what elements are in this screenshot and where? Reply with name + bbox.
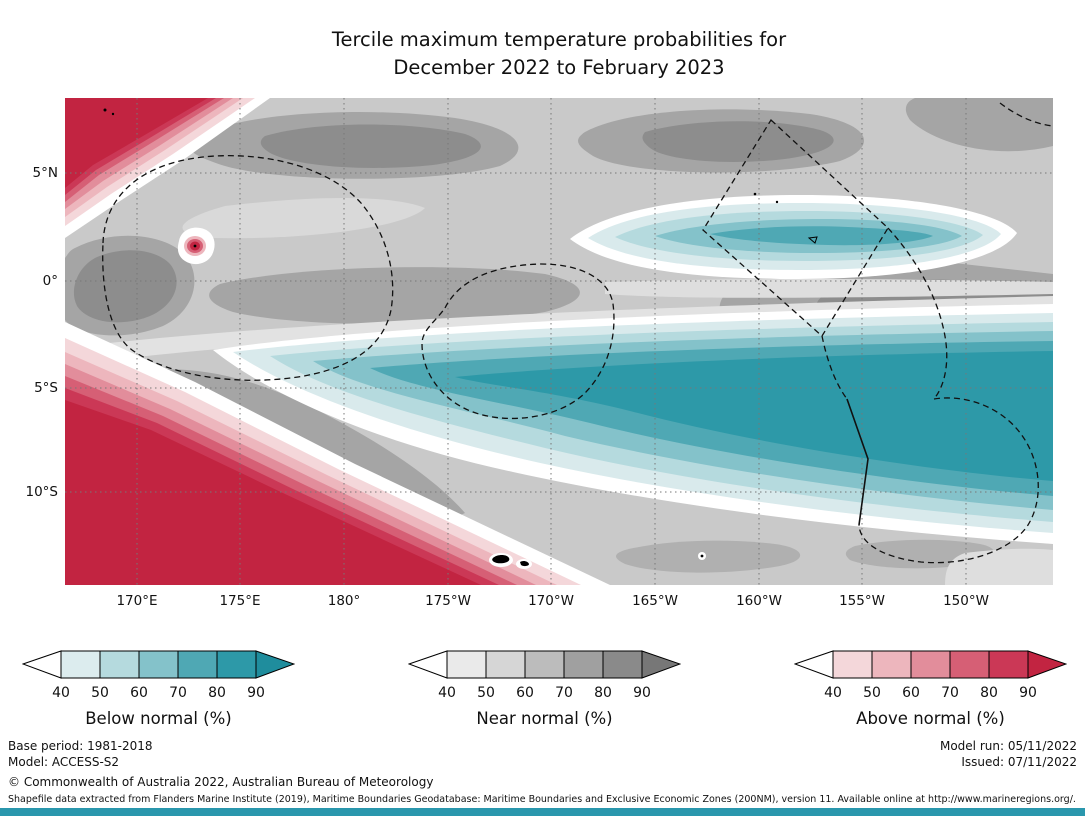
legend-colorbar-below — [21, 650, 296, 679]
lon-tick-170e: 170°E — [116, 593, 158, 609]
lat-tick-5s: 5°S — [34, 380, 58, 396]
legend-ticks-below: 40 50 60 70 80 90 — [22, 685, 295, 703]
lat-tick-5n: 5°N — [32, 165, 58, 181]
base-period-text: Base period: 1981-2018 — [8, 739, 153, 753]
copyright-text: © Commonwealth of Australia 2022, Austra… — [8, 775, 434, 789]
below-normal-south-band — [213, 304, 1053, 544]
lon-tick-170w: 170°W — [528, 593, 574, 609]
tick-label: 60 — [516, 685, 534, 701]
legend-near-normal: 40 50 60 70 80 90 Near normal (%) — [407, 650, 682, 728]
lat-tick-10s: 10°S — [25, 484, 59, 500]
tick-label: 40 — [438, 685, 456, 701]
lat-tick-0: 0° — [42, 273, 58, 289]
model-text: Model: ACCESS-S2 — [8, 754, 120, 769]
shapefile-attribution: Shapefile data extracted from Flanders M… — [8, 794, 1076, 805]
solid-boundary-segment — [846, 398, 869, 526]
island-marks — [103, 108, 818, 569]
legend-title-above: Above normal (%) — [856, 709, 1005, 728]
legend-above-normal: 40 50 60 70 80 90 Above normal (%) — [793, 650, 1068, 728]
lon-tick-165w: 165°W — [632, 593, 678, 609]
lon-tick-150w: 150°W — [943, 593, 989, 609]
chart-title-line2: December 2022 to February 2023 — [393, 56, 725, 79]
footer-right: Model run: 05/11/2022 Issued: 07/11/2022 — [940, 739, 1077, 770]
tick-label: 50 — [863, 685, 881, 701]
legend-colorbar-near — [407, 650, 682, 679]
legend-ticks-above: 40 50 60 70 80 90 — [794, 685, 1067, 703]
tick-label: 50 — [477, 685, 495, 701]
tick-label: 90 — [1019, 685, 1037, 701]
lon-tick-175e: 175°E — [219, 593, 261, 609]
tick-label: 90 — [633, 685, 651, 701]
issued-text: Issued: 07/11/2022 — [961, 754, 1077, 769]
tick-label: 40 — [824, 685, 842, 701]
graticule-grid — [65, 98, 1053, 585]
tick-label: 60 — [130, 685, 148, 701]
legend-title-below: Below normal (%) — [85, 709, 232, 728]
chart-title-line1: Tercile maximum temperature probabilitie… — [331, 28, 787, 51]
tick-label: 70 — [169, 685, 187, 701]
footer-accent-bar — [0, 808, 1085, 816]
tick-label: 60 — [902, 685, 920, 701]
tick-label: 50 — [91, 685, 109, 701]
tick-label: 70 — [941, 685, 959, 701]
tick-label: 80 — [208, 685, 226, 701]
lon-tick-180: 180° — [327, 593, 361, 609]
tick-label: 80 — [594, 685, 612, 701]
above-normal-southwest — [65, 322, 610, 585]
model-run-text: Model run: 05/11/2022 — [939, 739, 1077, 753]
eez-boundaries — [102, 102, 1053, 564]
above-normal-spot — [177, 227, 215, 265]
legend-colorbar-above — [793, 650, 1068, 679]
legend-ticks-near: 40 50 60 70 80 90 — [408, 685, 681, 703]
lon-tick-160w: 160°W — [736, 593, 782, 609]
chart-title: Tercile maximum temperature probabilitie… — [65, 26, 1053, 82]
footer-left: Base period: 1981-2018 Model: ACCESS-S2 … — [8, 739, 433, 791]
lon-tick-155w: 155°W — [839, 593, 885, 609]
above-normal-northwest — [65, 98, 270, 238]
tick-label: 80 — [980, 685, 998, 701]
tick-label: 90 — [247, 685, 265, 701]
probability-map — [65, 98, 1053, 585]
lon-tick-175w: 175°W — [425, 593, 471, 609]
tick-label: 40 — [52, 685, 70, 701]
legend-below-normal: 40 50 60 70 80 90 Below normal (%) — [21, 650, 296, 728]
tick-label: 70 — [555, 685, 573, 701]
legend-title-near: Near normal (%) — [476, 709, 613, 728]
